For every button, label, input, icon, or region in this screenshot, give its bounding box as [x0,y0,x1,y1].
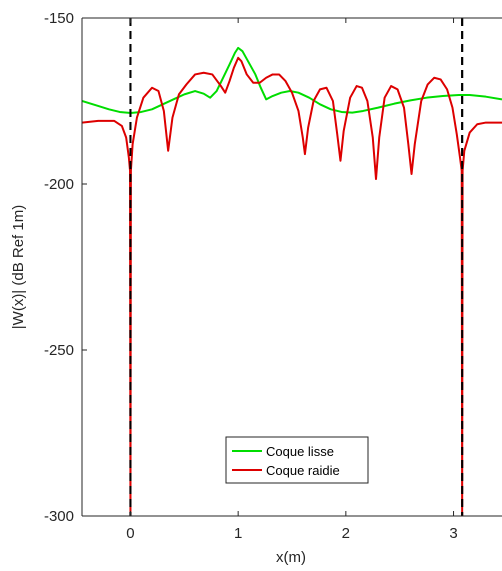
y-axis-label: |W(x)| (dB Ref 1m) [10,205,27,329]
x-axis-label: x(m) [276,549,306,566]
legend-label: Coque lisse [266,444,334,459]
series-line-2 [82,56,502,516]
y-tick-label: -150 [44,10,74,27]
series-line-1 [82,46,502,114]
x-tick-label: 3 [449,525,457,542]
x-tick-label: 0 [126,525,134,542]
tick-labels: 0 1 2 3 -150 -200 -250 -300 [44,10,458,542]
plot-lines [82,18,502,516]
y-tick-label: -250 [44,342,74,359]
x-tick-label: 2 [342,525,350,542]
legend-label: Coque raidie [266,463,340,478]
y-tick-label: -200 [44,176,74,193]
series-lines [82,18,502,516]
y-tick-label: -300 [44,508,74,525]
axes [81,17,502,517]
x-tick-label: 1 [234,525,242,542]
legend-box [225,436,369,484]
legend: Coque lisse Coque raidie [225,436,369,484]
